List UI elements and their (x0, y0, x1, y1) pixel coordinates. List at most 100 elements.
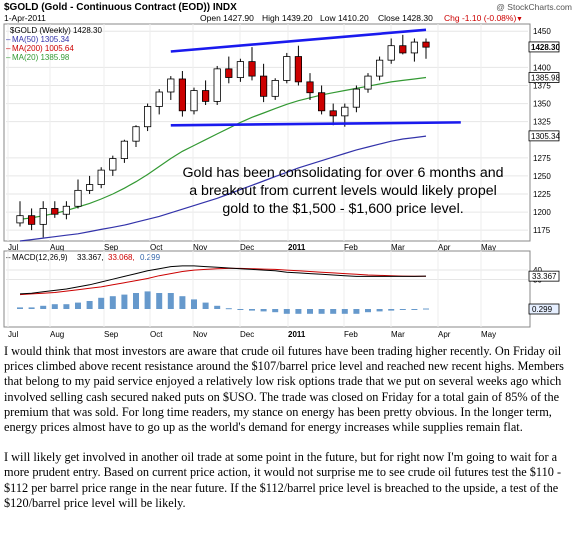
price-y-tick: 1250 (533, 172, 551, 181)
candle-body (62, 205, 71, 215)
macd-hist-bar (260, 309, 267, 312)
macd-hist-bar (202, 302, 209, 309)
macd-histogram (17, 291, 429, 314)
macd-hist-bar (318, 309, 325, 314)
macd-lines (19, 265, 427, 296)
legend-ma200-marker: – (6, 44, 11, 53)
macd-x-tick: May (481, 330, 496, 339)
price-y-tick: 1175 (533, 226, 551, 235)
macd-hist-bar (295, 309, 302, 314)
price-tag-box (528, 130, 560, 142)
ohlc-low: Low 1410.20 (320, 13, 369, 23)
ohlc-change: Chg -1.10 (-0.08%) (444, 13, 516, 23)
macd-grid (6, 251, 528, 327)
macd-y-tick: 40 (533, 266, 542, 275)
price-tag: 1428.30 (531, 43, 560, 52)
candle-body (364, 75, 372, 90)
price-x-tick: Jul (8, 243, 18, 252)
macd-hist-bar (283, 309, 290, 314)
macd-hist-bar (388, 309, 395, 311)
price-x-tick: Mar (391, 243, 405, 252)
candlesticks (16, 34, 430, 238)
price-x-tick: Apr (438, 243, 451, 252)
macd-panel-frame (3, 250, 531, 328)
legend-ma200: MA(200) 1005.64 (12, 44, 74, 53)
macd-legend-label: MACD(12,26,9) (12, 253, 68, 262)
article-paragraph-1: I would think that most investors are aw… (4, 344, 564, 435)
price-panel-frame (3, 23, 531, 242)
macd-x-tick: Aug (50, 330, 64, 339)
macd-x-tick: Dec (240, 330, 254, 339)
candle-body (259, 75, 268, 97)
candle-body (387, 45, 395, 61)
macd-x-tick: 2011 (288, 330, 306, 339)
macd-hist-bar (191, 299, 197, 309)
candle-body (109, 158, 117, 171)
candle-body (143, 106, 152, 128)
candle-body (86, 184, 94, 191)
trendline (170, 121, 461, 127)
candle-body (213, 68, 221, 102)
chart-date: 1-Apr-2011 (4, 13, 46, 23)
candle-body (167, 78, 175, 93)
price-x-tick: Oct (150, 243, 163, 252)
candle-body (178, 78, 186, 112)
macd-x-tick: Apr (438, 330, 451, 339)
candle-body (271, 80, 279, 97)
macd-x-tick: Mar (391, 330, 405, 339)
price-y-tick: 1450 (533, 27, 551, 36)
candle-body (39, 208, 47, 225)
candle-body (236, 61, 244, 78)
macd-hist-bar (75, 302, 81, 309)
macd-tag-box (528, 270, 560, 282)
price-grid (6, 24, 528, 241)
price-y-tick: 1275 (533, 154, 551, 163)
macd-hist-bar (376, 309, 383, 312)
price-x-axis: Jul Aug Sep Oct Nov Dec 2011 Feb Mar Apr May (8, 243, 496, 252)
price-tag: 1385.98 (531, 74, 560, 83)
macd-hist-bar (167, 293, 174, 309)
macd-hist-bar (399, 309, 406, 310)
ohlc-open: Open 1427.90 (200, 13, 254, 23)
candle-body (341, 106, 349, 117)
price-x-tick: 2011 (288, 243, 306, 252)
macd-hist-bar (341, 309, 348, 314)
legend-ma50: MA(50) 1305.34 (12, 35, 70, 44)
macd-hist-bar (272, 309, 279, 313)
chart-annotation: Gold has been consolidating for over 6 m… (182, 165, 504, 217)
price-tag: 1305.34 (531, 132, 560, 141)
macd-hist-bar (307, 309, 313, 314)
macd-line (19, 265, 427, 295)
macd-tags: 33.367 0.299 (528, 270, 560, 315)
candle-body (16, 215, 24, 224)
macd-signal-line (19, 267, 426, 296)
candle-body (317, 92, 326, 112)
candle-body (120, 140, 128, 159)
price-y-tick: 1325 (533, 118, 551, 127)
chg-arrow-icon: ▼ (516, 16, 523, 23)
price-y-tick: 1400 (533, 63, 551, 72)
macd-hist-bar (156, 293, 163, 309)
price-tags: 1428.30 1385.98 1305.34 (528, 41, 560, 142)
candle-body (306, 81, 314, 94)
candle-body (51, 208, 59, 215)
ohlc-close: Close 1428.30 (378, 13, 433, 23)
macd-tag: 33.367 (532, 272, 557, 281)
macd-hist-bar (121, 294, 128, 309)
candle-body (352, 88, 361, 108)
candle-body (155, 91, 163, 107)
macd-x-tick: Oct (150, 330, 163, 339)
price-y-tick: 1225 (533, 190, 551, 199)
macd-hist-bar (411, 309, 418, 310)
candle-body (190, 90, 198, 112)
macd-hist-bar (98, 297, 105, 309)
macd-hist-bar (179, 296, 186, 309)
candle-body (294, 56, 303, 83)
price-legend: $GOLD (Weekly) 1428.30 – MA(50) 1305.34 … (6, 26, 102, 62)
ohlc-high: High 1439.20 (262, 13, 313, 23)
gold-chart: $GOLD (Gold - Continuous Contract (EOD))… (3, 2, 572, 339)
candle-body (329, 110, 337, 117)
ma20-line (19, 76, 427, 220)
candle-body (132, 126, 140, 142)
candle-body (97, 169, 105, 185)
